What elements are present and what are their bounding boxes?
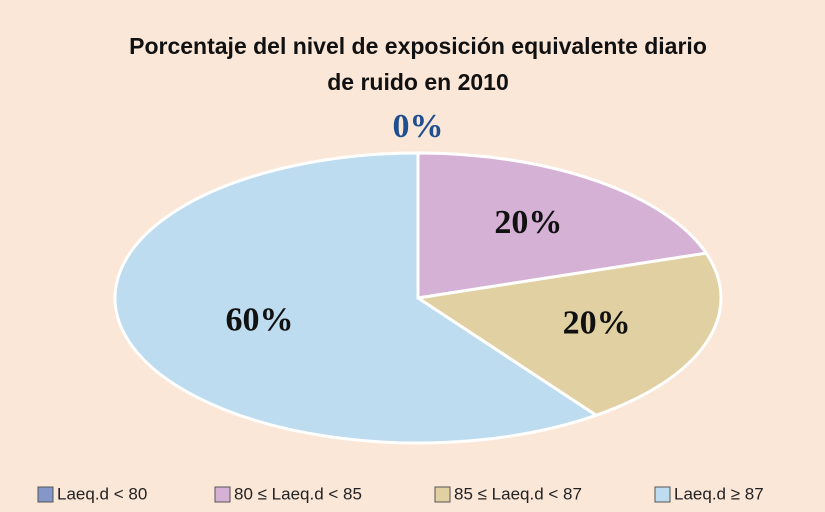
pie-slice (416, 151, 709, 300)
chart-title: de ruido en 2010 (327, 69, 509, 95)
legend-swatch (654, 486, 671, 503)
legend-swatch (214, 486, 231, 503)
legend-label: Laeq.d ≥ 87 (674, 484, 764, 503)
legend-swatch (37, 486, 54, 503)
legend-label: Laeq.d < 80 (57, 484, 147, 503)
legend-swatch (434, 486, 451, 503)
data-label: 20% (494, 204, 562, 241)
pie-slice (113, 151, 600, 445)
data-label: 20% (563, 305, 631, 342)
legend-label: 80 ≤ Laeq.d < 85 (234, 484, 362, 503)
data-label: 60% (226, 301, 294, 338)
chart-title: Porcentaje del nivel de exposición equiv… (129, 33, 707, 59)
data-label: 0% (393, 108, 444, 145)
legend-label: 85 ≤ Laeq.d < 87 (454, 484, 582, 503)
pie-slice (413, 251, 723, 417)
